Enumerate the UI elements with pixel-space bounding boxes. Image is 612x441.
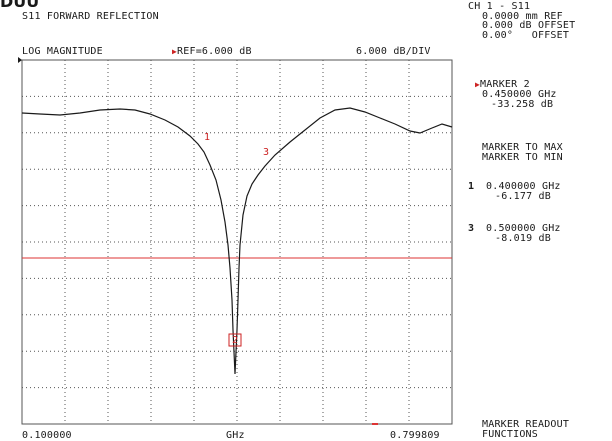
marker-1-value: -6.177 dB xyxy=(495,191,551,202)
active-marker-value: -33.258 dB xyxy=(491,99,554,110)
bottom-tick-mark xyxy=(372,423,378,425)
channel-name: CH 1 - S11 xyxy=(468,1,531,12)
reference-level-pointer-icon xyxy=(18,57,22,63)
x-start-frequency: 0.100000 xyxy=(22,430,72,441)
marker-readout-button[interactable]: MARKER READOUT xyxy=(482,419,570,430)
marker-1-number: 1 xyxy=(468,181,475,192)
marker-to-max-button[interactable]: MARKER TO MAX xyxy=(482,142,563,153)
phase-offset: 0.00° OFFSET xyxy=(482,30,570,41)
marker-3-value: -8.019 dB xyxy=(495,233,551,244)
x-axis-unit: GHz xyxy=(226,430,245,441)
x-stop-frequency: 0.799809 xyxy=(390,430,440,441)
active-marker-pointer-icon: ▶ xyxy=(475,80,481,89)
format-label[interactable]: LOG MAGNITUDE xyxy=(22,46,103,57)
scale-label[interactable]: 6.000 dB/DIV xyxy=(356,46,431,57)
marker-2-box[interactable] xyxy=(228,333,242,347)
graticule xyxy=(21,59,453,425)
s11-trace xyxy=(21,107,453,375)
reference-pointer-icon: ▶ xyxy=(172,47,178,56)
magnitude-offset: 0.000 dB OFFSET xyxy=(482,20,576,31)
reference-label: REF=6.000 dB xyxy=(177,46,252,57)
functions-button[interactable]: FUNCTIONS xyxy=(482,429,538,440)
marker-to-min-button[interactable]: MARKER TO MIN xyxy=(482,152,563,163)
marker-3-number: 3 xyxy=(468,223,475,234)
screen-title: DUU xyxy=(0,0,40,10)
marker-1-frequency: 0.400000 GHz xyxy=(486,181,561,192)
active-marker-frequency: 0.450000 GHz xyxy=(482,89,557,100)
active-marker-label[interactable]: ▶MARKER 2 xyxy=(475,79,530,90)
marker-2-label[interactable]: 2 xyxy=(232,335,239,346)
reference-readout[interactable]: ▶REF=6.000 dB xyxy=(172,47,252,57)
reference-plane: 0.0000 mm REF xyxy=(482,11,563,22)
marker-3-label[interactable]: 3 xyxy=(263,147,270,158)
marker-1-label[interactable]: 1 xyxy=(204,132,211,143)
trace-title: S11 FORWARD REFLECTION xyxy=(22,11,159,22)
marker-3-frequency: 0.500000 GHz xyxy=(486,223,561,234)
